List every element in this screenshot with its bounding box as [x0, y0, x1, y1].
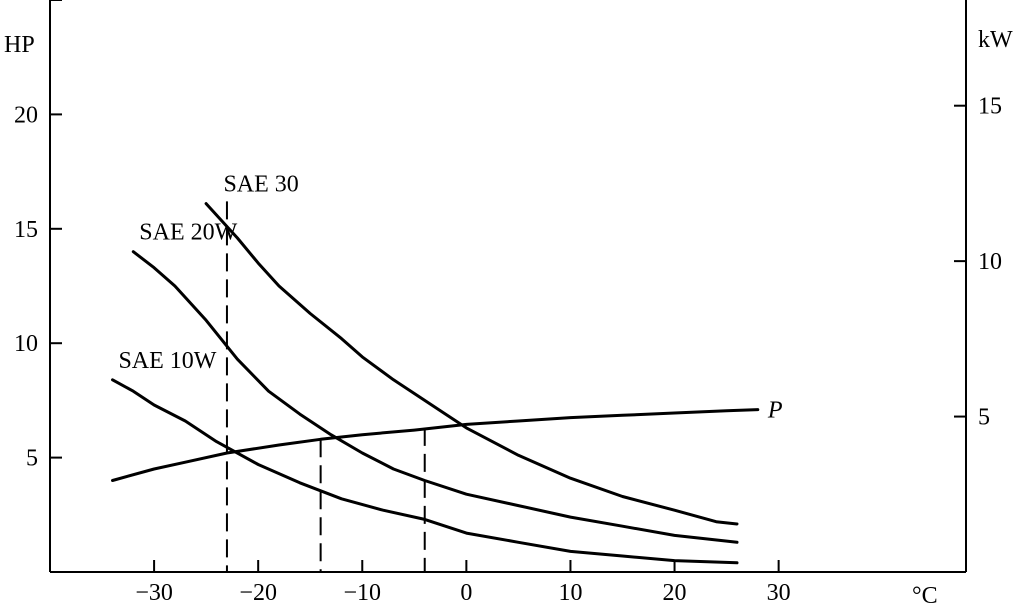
x-tick-label: 20 — [663, 580, 687, 606]
y-axis-right-unit: kW — [978, 27, 1013, 53]
x-tick-label: 10 — [558, 580, 582, 606]
series-label: P — [767, 398, 783, 424]
series-label: SAE 10W — [118, 348, 216, 374]
y-left-tick-label: 20 — [14, 102, 38, 128]
x-tick-label: 0 — [460, 580, 472, 606]
series-line-sae-30 — [204, 202, 739, 526]
y-left-tick-label: 5 — [26, 446, 38, 472]
x-tick-label: 30 — [767, 580, 791, 606]
series-label: SAE 30 — [223, 172, 298, 198]
labels: HP kW °C SAE 30 SAE 20W SAE 10W P — [4, 27, 1013, 606]
y-left-tick-label: 10 — [14, 331, 38, 357]
series-line-sae-20w — [131, 250, 739, 544]
axes: −30 −20 −10 0 10 20 30 5 10 15 20 5 10 15 — [14, 0, 1002, 606]
x-tick-label: −30 — [135, 580, 173, 606]
y-right-tick-label: 10 — [978, 249, 1002, 275]
series-line-p — [111, 408, 760, 482]
y-right-tick-label: 5 — [978, 405, 990, 431]
x-axis-unit: °C — [912, 583, 938, 606]
y-left-tick-label: 15 — [14, 217, 38, 243]
y-axis-left-unit: HP — [4, 32, 35, 58]
y-right-tick-label: 15 — [978, 94, 1002, 120]
series-lines — [111, 202, 760, 565]
series-label: SAE 20W — [139, 220, 237, 246]
series-line-sae-10w — [111, 378, 739, 565]
x-tick-label: −10 — [343, 580, 381, 606]
annotations — [225, 201, 426, 572]
x-tick-label: −20 — [239, 580, 277, 606]
